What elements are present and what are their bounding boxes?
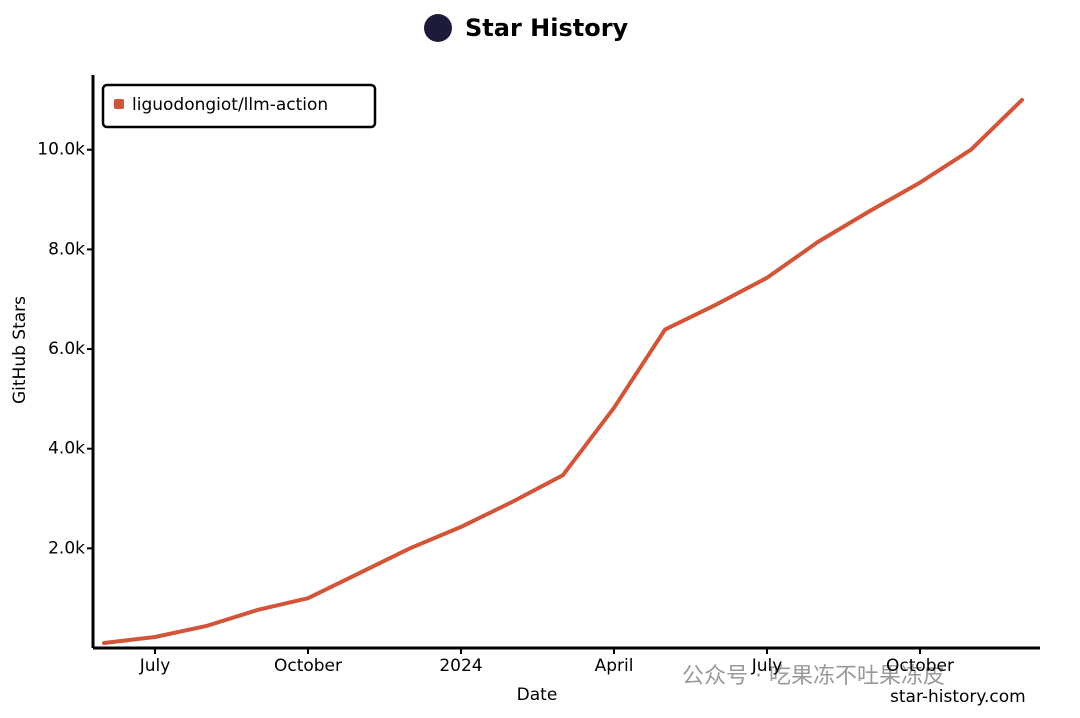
x-tick-label: July xyxy=(139,656,171,676)
x-tick-label: July xyxy=(751,656,783,676)
legend-label: liguodongiot/llm-action xyxy=(132,95,328,115)
y-axis-label: GitHub Stars xyxy=(10,296,30,404)
y-tick-label: 10.0k xyxy=(37,140,85,160)
logo xyxy=(424,14,452,42)
x-tick-label: 2024 xyxy=(439,656,482,676)
y-tick-label: 6.0k xyxy=(48,339,85,359)
legend-swatch xyxy=(114,99,124,109)
y-tick-label: 8.0k xyxy=(48,239,85,259)
series-line xyxy=(102,97,1024,645)
x-axis-label: Date xyxy=(517,685,558,705)
chart-title: Star History xyxy=(465,14,629,42)
watermark: 公众号 · 吃果冻不吐果冻皮 xyxy=(682,664,945,689)
x-tick-label: April xyxy=(595,656,634,676)
x-tick-label: October xyxy=(886,656,954,676)
y-tick-label: 2.0k xyxy=(48,538,85,558)
y-tick-label: 4.0k xyxy=(48,439,85,459)
x-tick-label: October xyxy=(274,656,342,676)
watermark: star-history.com xyxy=(890,687,1026,707)
legend-box xyxy=(101,83,377,129)
